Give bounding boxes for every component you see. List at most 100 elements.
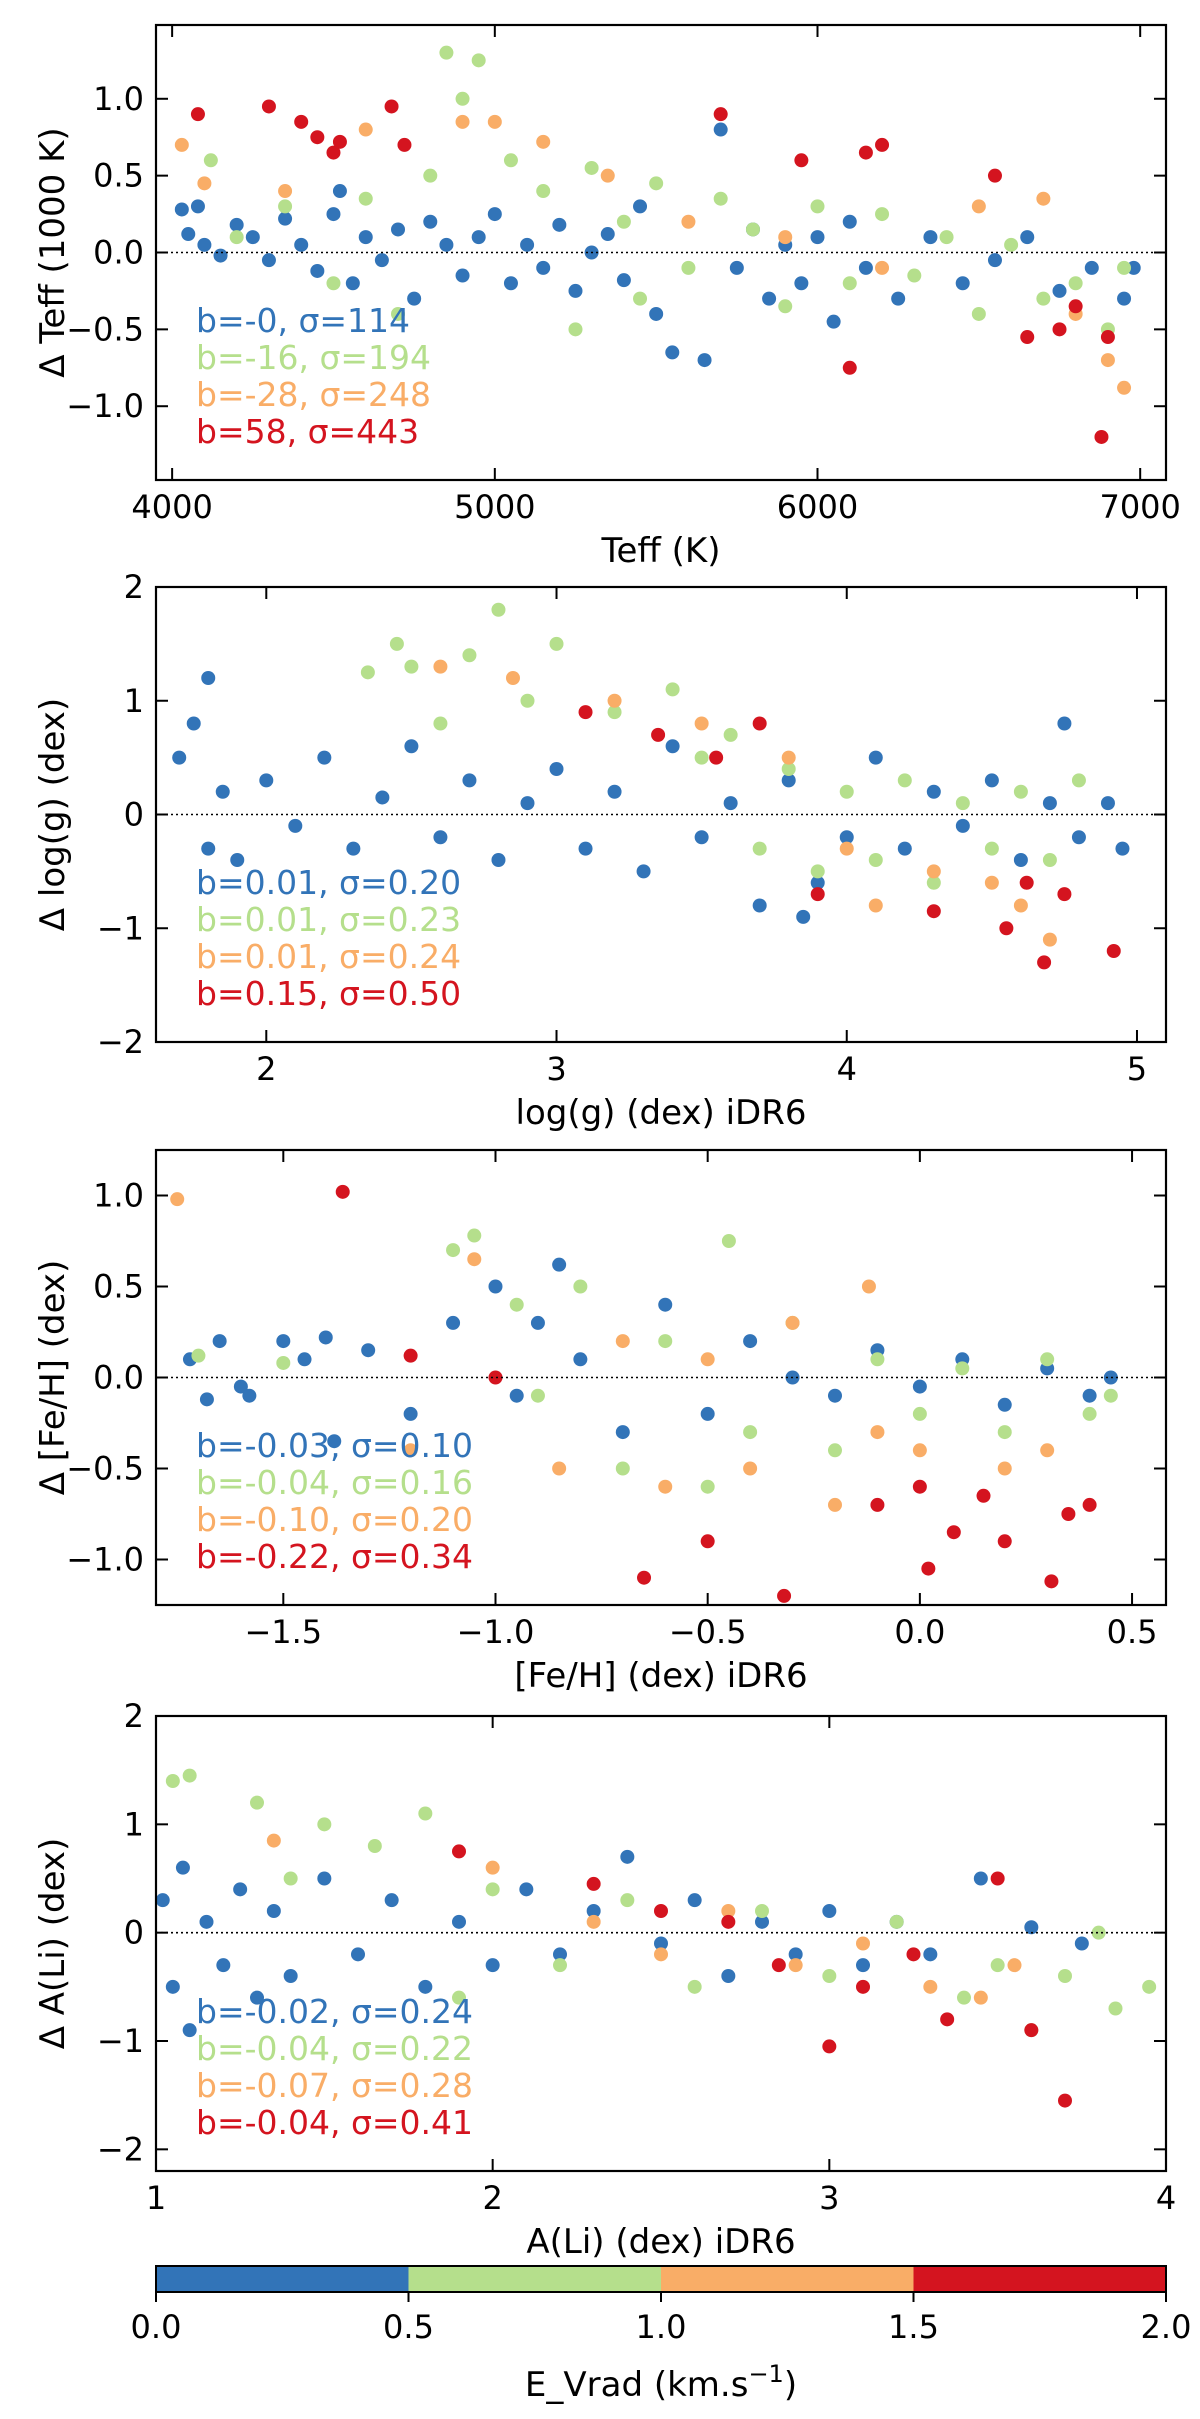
- x-axis-label: Teff (K): [601, 531, 721, 571]
- y-axis-label: Δ A(Li) (dex): [33, 1838, 73, 2050]
- data-point-blue-52: [1117, 291, 1132, 306]
- y-tick-label: −1: [97, 909, 144, 947]
- x-axis-label: log(g) (dex) iDR6: [516, 1093, 807, 1133]
- data-point-green-15: [633, 291, 648, 306]
- data-point-orange-1: [505, 671, 520, 685]
- series-blue: [172, 671, 1130, 924]
- data-point-red-0: [452, 1844, 466, 1859]
- y-tick-label: 0: [124, 1914, 144, 1952]
- data-point-blue-3: [201, 841, 216, 856]
- x-tick-label: 3: [819, 2179, 839, 2217]
- data-point-blue-38: [1115, 841, 1130, 856]
- data-point-blue-15: [552, 1257, 567, 1272]
- y-tick-label: −2: [97, 2130, 144, 2168]
- data-point-blue-14: [530, 1315, 545, 1330]
- data-point-green-15: [912, 1406, 927, 1421]
- data-point-blue-0: [156, 1893, 170, 1908]
- data-point-blue-10: [375, 790, 390, 805]
- data-point-red-1: [403, 1348, 418, 1363]
- data-point-blue-5: [229, 217, 244, 232]
- colorbar-tick-label: 1.0: [636, 2308, 687, 2346]
- data-point-orange-14: [1040, 1443, 1055, 1458]
- data-point-blue-8: [278, 211, 293, 226]
- data-point-blue-14: [358, 230, 373, 245]
- y-tick-label: 0.5: [93, 157, 144, 195]
- x-tick-label: 3: [546, 1050, 566, 1088]
- data-point-red-1: [586, 1876, 601, 1891]
- data-point-red-2: [294, 114, 309, 129]
- data-point-green-13: [822, 1969, 837, 1983]
- stats-label-red: b=0.15, σ=0.50: [196, 974, 461, 1013]
- data-point-blue-35: [713, 122, 728, 137]
- data-point-green-1: [389, 636, 404, 651]
- data-point-orange-7: [600, 168, 615, 183]
- data-point-green-18: [713, 191, 728, 206]
- data-point-orange-2: [607, 693, 622, 708]
- data-point-orange-8: [984, 875, 999, 890]
- y-tick-label: −1.0: [66, 387, 144, 425]
- data-point-green-28: [1036, 291, 1051, 306]
- data-point-orange-10: [861, 1279, 876, 1294]
- data-point-green-1: [229, 230, 244, 245]
- data-point-green-17: [681, 260, 696, 275]
- data-point-orange-2: [467, 1252, 482, 1267]
- data-point-green-5: [391, 306, 406, 321]
- data-point-blue-3: [182, 2023, 197, 2038]
- data-point-blue-17: [553, 1947, 567, 1962]
- x-tick-label: 1: [146, 2179, 166, 2217]
- series-orange: [433, 659, 1057, 947]
- y-tick-label: 2: [124, 568, 144, 606]
- data-point-blue-6: [245, 230, 260, 245]
- data-point-blue-15: [485, 1958, 500, 1973]
- data-point-blue-4: [199, 1914, 214, 1929]
- data-point-red-10: [1106, 944, 1121, 958]
- data-point-orange-4: [615, 1334, 630, 1349]
- data-point-red-5: [822, 2039, 837, 2054]
- data-point-red-0: [578, 705, 593, 720]
- x-tick-label: 6000: [777, 488, 858, 526]
- data-point-blue-10: [403, 1406, 418, 1421]
- data-point-red-12: [1044, 1574, 1059, 1589]
- data-point-green-7: [615, 1461, 630, 1476]
- y-tick-label: 1: [124, 682, 144, 720]
- data-point-green-0: [191, 1348, 206, 1363]
- data-point-red-5: [926, 904, 941, 919]
- data-point-blue-24: [520, 237, 535, 252]
- data-point-green-4: [358, 191, 373, 206]
- data-point-orange-6: [536, 134, 551, 149]
- data-point-blue-1: [186, 716, 201, 731]
- data-point-blue-15: [520, 796, 535, 811]
- panel-teff: 4000 5000 6000 7000 −1.0 −0.5 0.0 0.5 1.0 Teff (K…: [33, 23, 1181, 571]
- data-point-blue-15: [374, 253, 389, 268]
- data-point-green-20: [778, 299, 793, 314]
- data-point-red-13: [1061, 1507, 1076, 1521]
- data-point-blue-21: [687, 1893, 702, 1908]
- data-point-red-0: [335, 1184, 350, 1199]
- data-point-green-9: [471, 53, 486, 68]
- x-axis-label: [Fe/H] (dex) iDR6: [514, 1656, 807, 1696]
- data-point-blue-22: [721, 1969, 736, 1983]
- x-tick-label: 4000: [131, 488, 212, 526]
- data-point-green-11: [687, 1979, 702, 1994]
- data-point-blue-46: [923, 230, 938, 245]
- data-point-blue-2: [190, 199, 205, 214]
- x-axis-label: A(Li) (dex) iDR6: [526, 2222, 795, 2262]
- x-tick-label: 5: [1127, 1050, 1147, 1088]
- data-point-blue-43: [842, 214, 857, 229]
- y-tick-label: −0.5: [66, 310, 144, 348]
- colorbar-label: E_Vrad (km.s−1): [525, 2360, 797, 2405]
- data-point-green-15: [957, 1990, 971, 2005]
- y-tick-label: 0.0: [93, 1359, 144, 1397]
- data-point-orange-2: [278, 184, 293, 199]
- data-point-green-8: [607, 705, 622, 720]
- data-point-green-9: [665, 682, 680, 697]
- data-point-blue-14: [491, 853, 506, 867]
- data-point-green-20: [1108, 2001, 1123, 2016]
- data-point-green-21: [1013, 784, 1028, 799]
- data-point-green-10: [721, 1234, 736, 1248]
- data-point-blue-1: [181, 227, 196, 242]
- data-point-blue-48: [987, 253, 1002, 268]
- stats-label-red: b=-0.22, σ=0.34: [196, 1537, 473, 1576]
- data-point-green-3: [326, 276, 341, 291]
- data-point-green-0: [203, 153, 218, 168]
